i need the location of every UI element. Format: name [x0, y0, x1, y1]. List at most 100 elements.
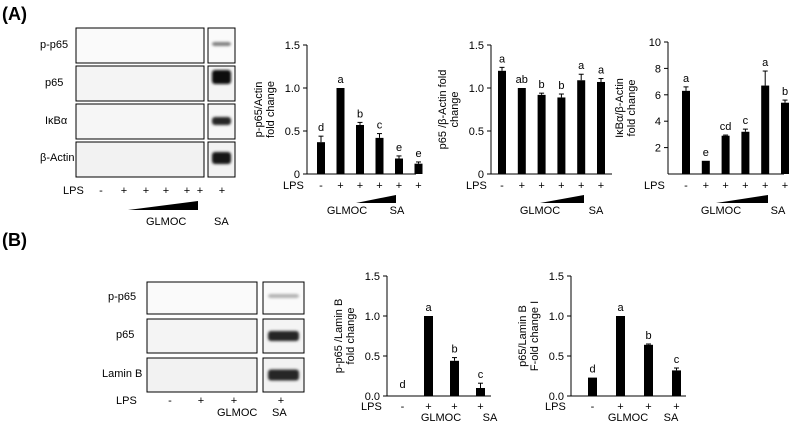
x-lps-label: LPS [466, 180, 487, 192]
significance-letter: b [539, 79, 545, 91]
chart-p-p65-actin: 0 0.5 1.0 1.5 p-p65/Actin fold change d - a + b + c +… [253, 40, 423, 217]
significance-letter: c [377, 120, 383, 132]
blot-b-p-p65 [146, 281, 305, 315]
bar [644, 344, 653, 396]
lps-mark: + [782, 180, 788, 192]
bar [557, 97, 566, 174]
lps-mark: + [598, 180, 604, 192]
blot-band [212, 152, 231, 164]
lps-mark: + [337, 180, 343, 192]
blot-b-lps-marks: - + + + [168, 395, 284, 407]
blot-a-beta-actin [75, 141, 236, 178]
significance-letter: b [451, 344, 457, 356]
x-lps-label: LPS [644, 180, 665, 192]
x-glmoc-label: GLMOC [421, 412, 461, 424]
glmoc-wedge [356, 195, 396, 203]
significance-letter: a [499, 53, 506, 65]
lps-mark: - [99, 185, 103, 197]
lps-mark: - [168, 395, 172, 407]
y-tick-label: 0.0 [365, 391, 380, 403]
significance-letter: ab [516, 74, 528, 86]
bar [588, 377, 597, 396]
significance-letter: d [399, 379, 405, 391]
blot-a-label-p-p65: p-p65 [40, 39, 68, 51]
significance-letter: e [415, 148, 421, 160]
y-tick-label: 1.0 [469, 83, 484, 95]
bar [701, 160, 710, 174]
bar [517, 88, 526, 174]
lps-mark: + [617, 401, 623, 413]
y-tick-label: 0.5 [365, 351, 380, 363]
blot-band [212, 117, 231, 125]
blot-b-label-p-p65: p-p65 [108, 291, 136, 303]
lps-mark: + [703, 180, 709, 192]
bar [761, 85, 770, 174]
glmoc-wedge [716, 195, 768, 203]
lps-mark: + [425, 401, 431, 413]
y-tick-label: 1.0 [549, 311, 564, 323]
significance-letter: b [645, 330, 651, 342]
blot-a-label-ikba: IκBα [45, 115, 68, 127]
blot-band [268, 369, 299, 381]
lps-mark: + [357, 180, 363, 192]
x-glmoc-label: GLMOC [520, 205, 560, 217]
bar [476, 388, 485, 396]
blot-a-bands [212, 42, 231, 164]
y-tick-label: 8 [655, 63, 661, 75]
significance-letter: a [578, 60, 585, 72]
x-glmoc-label: GLMOC [327, 205, 367, 217]
blot-band [268, 331, 299, 341]
significance-letter: b [558, 80, 564, 92]
bar [577, 80, 586, 174]
significance-letter: a [337, 74, 344, 86]
y-tick-label: 6 [655, 90, 661, 102]
blot-b-label-p65: p65 [116, 329, 134, 341]
lps-mark: + [673, 401, 679, 413]
y-tick-label: 0.5 [285, 126, 300, 138]
blot-a-label-beta-actin: β-Actin [40, 152, 74, 164]
significance-letter: a [617, 302, 624, 314]
glmoc-wedge [540, 195, 584, 203]
blot-a-lps-label: LPS [63, 185, 84, 197]
blot-a-p65 [75, 65, 236, 102]
blot-b-label-lamin-b: Lamin B [102, 368, 142, 380]
x-sa-label: SA [664, 412, 679, 424]
blot-a-glmoc-label: GLMOC [146, 216, 186, 228]
bar [424, 316, 433, 396]
significance-letter: c [478, 369, 484, 381]
x-sa-label: SA [589, 205, 604, 217]
x-sa-label: SA [483, 412, 498, 424]
y-tick-label: 1.5 [285, 40, 300, 52]
significance-letter: a [683, 73, 690, 85]
significance-letter: a [762, 57, 769, 69]
panel-a-label: (A) [2, 4, 27, 24]
y-axis-label: change [449, 91, 461, 127]
bar [682, 90, 690, 174]
y-tick-label: 1.0 [285, 83, 300, 95]
blot-band [212, 42, 231, 46]
lps-mark: + [645, 401, 651, 413]
significance-letter: e [396, 142, 402, 154]
blot-b-glmoc-label: GLMOC [217, 407, 257, 419]
bar [741, 131, 750, 174]
x-glmoc-label: GLMOC [701, 205, 741, 217]
blot-band [268, 294, 299, 298]
lps-mark: - [401, 401, 405, 413]
y-tick-label: 0 [294, 169, 300, 181]
bar [450, 360, 459, 396]
x-lps-label: LPS [283, 180, 304, 192]
x-lps-label: LPS [361, 401, 382, 413]
y-tick-label: 0.5 [549, 351, 564, 363]
bar [672, 370, 681, 396]
blot-b-lps-label: LPS [116, 395, 137, 407]
y-axis-label: F-old change I [529, 301, 541, 371]
significance-letter: a [598, 65, 605, 77]
lps-mark: + [198, 395, 204, 407]
panel-b-label: (B) [2, 230, 27, 250]
blot-a-lps-marks: - + + + + + + [99, 185, 225, 197]
blot-a-label-p65: p65 [45, 77, 63, 89]
lps-mark: + [376, 180, 382, 192]
lps-mark: + [197, 185, 203, 197]
lps-mark: + [477, 401, 483, 413]
